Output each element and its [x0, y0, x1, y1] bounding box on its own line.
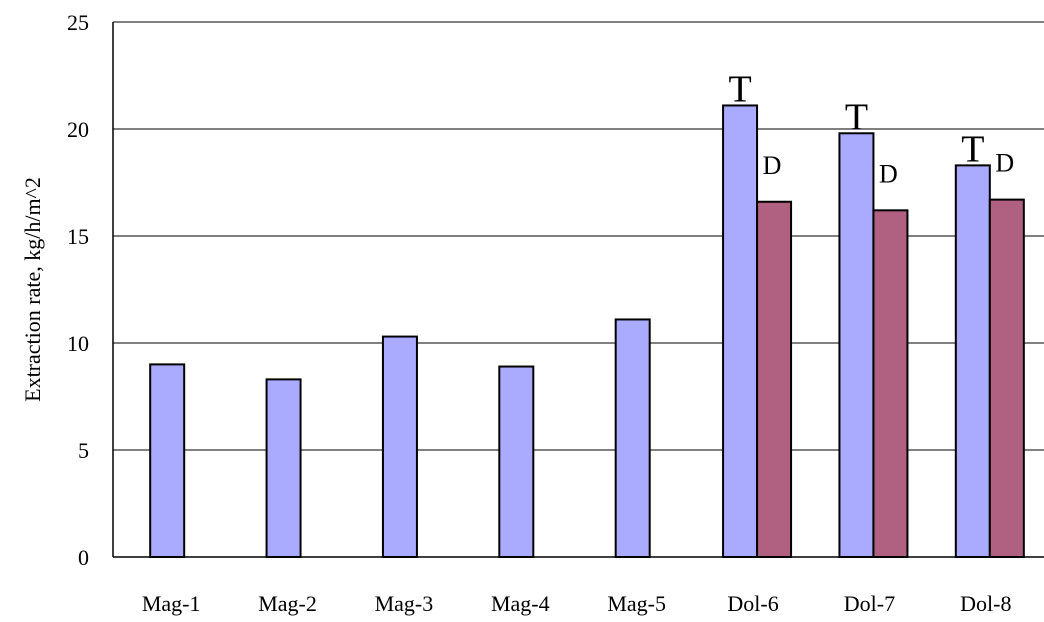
bar-label-t: T [845, 96, 868, 138]
bar-series-1 [614, 318, 651, 558]
y-tick-label: 20 [67, 117, 89, 142]
y-tick-label: 0 [78, 545, 89, 570]
x-tick-label: Mag-3 [375, 591, 434, 616]
bar-label-d: D [763, 151, 782, 180]
x-tick-label: Mag-2 [258, 591, 317, 616]
y-tick-label: 10 [67, 331, 89, 356]
y-tick-labels: 0 5 10 15 20 25 [67, 10, 89, 570]
y-tick-label: 15 [67, 224, 89, 249]
x-tick-label: Dol-7 [844, 591, 895, 616]
x-tick-label: Mag-1 [142, 591, 201, 616]
x-tick-labels: Mag-1 Mag-2 Mag-3 Mag-4 Mag-5 Dol-6 Dol-7 Dol-8 [142, 591, 1012, 616]
bar-series-2 [756, 200, 793, 558]
bar-label-t: T [961, 128, 984, 170]
bar-series-1 [265, 378, 302, 558]
bar-series-1 [149, 363, 186, 558]
x-tick-label: Mag-4 [491, 591, 550, 616]
y-axis-label: Extraction rate, kg/h/m^2 [20, 177, 45, 402]
bars [149, 104, 1025, 559]
y-tick-label: 25 [67, 10, 89, 35]
x-tick-label: Mag-5 [607, 591, 666, 616]
bar-series-1 [954, 164, 991, 558]
bar-label-d: D [879, 159, 898, 188]
bar-series-1 [838, 132, 875, 558]
x-tick-label: Dol-8 [960, 591, 1011, 616]
x-tick-label: Dol-6 [727, 591, 778, 616]
bar-label-d: D [995, 149, 1014, 178]
bar-series-2 [988, 198, 1025, 558]
bar-series-1 [722, 104, 759, 559]
bar-series-1 [498, 365, 535, 559]
y-tick-label: 5 [78, 438, 89, 463]
bar-series-2 [872, 209, 909, 558]
bar-series-1 [381, 335, 418, 558]
bar-label-t: T [728, 68, 751, 110]
